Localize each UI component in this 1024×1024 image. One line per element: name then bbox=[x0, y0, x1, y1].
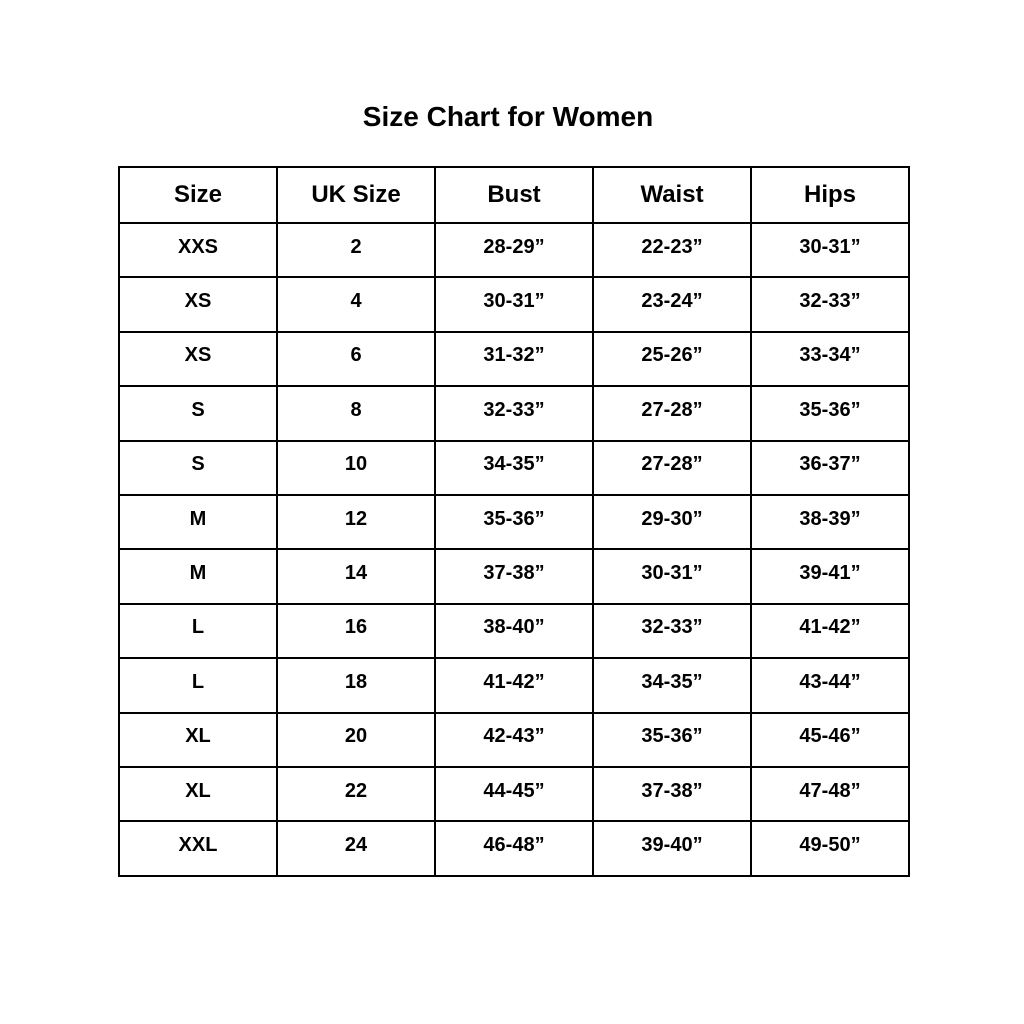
cell-waist: 23-24” bbox=[592, 276, 752, 333]
table-row: M 14 37-38” 30-31” 39-41” bbox=[118, 548, 910, 605]
cell-size: XL bbox=[118, 765, 278, 823]
cell-waist: 37-38” bbox=[592, 765, 752, 823]
table-row: XS 4 30-31” 23-24” 32-33” bbox=[118, 276, 910, 333]
cell-bust: 30-31” bbox=[434, 276, 594, 333]
cell-hips: 39-41” bbox=[750, 548, 910, 605]
size-chart-table: Size UK Size Bust Waist Hips XXS 2 28-29” 22-23… bbox=[118, 166, 910, 877]
cell-uk-size: 16 bbox=[276, 602, 436, 660]
cell-hips: 38-39” bbox=[750, 493, 910, 551]
column-header-uk-size: UK Size bbox=[276, 166, 436, 224]
cell-uk-size: 10 bbox=[276, 439, 436, 496]
table-body: XXS 2 28-29” 22-23” 30-31” XS 4 30-31” 23-24” 32-… bbox=[118, 221, 910, 877]
cell-hips: 49-50” bbox=[750, 820, 910, 877]
cell-uk-size: 24 bbox=[276, 820, 436, 877]
column-header-hips: Hips bbox=[750, 166, 910, 224]
cell-waist: 27-28” bbox=[592, 439, 752, 496]
cell-uk-size: 6 bbox=[276, 330, 436, 388]
cell-hips: 32-33” bbox=[750, 276, 910, 333]
cell-size: L bbox=[118, 602, 278, 660]
cell-uk-size: 14 bbox=[276, 548, 436, 605]
table-header-row: Size UK Size Bust Waist Hips bbox=[118, 166, 910, 224]
cell-size: M bbox=[118, 548, 278, 605]
cell-waist: 29-30” bbox=[592, 493, 752, 551]
cell-waist: 25-26” bbox=[592, 330, 752, 388]
table-row: XXL 24 46-48” 39-40” 49-50” bbox=[118, 820, 910, 877]
column-header-size: Size bbox=[118, 166, 278, 224]
cell-uk-size: 4 bbox=[276, 276, 436, 333]
cell-size: XXL bbox=[118, 820, 278, 877]
cell-waist: 39-40” bbox=[592, 820, 752, 877]
cell-hips: 36-37” bbox=[750, 439, 910, 496]
cell-hips: 33-34” bbox=[750, 330, 910, 388]
cell-bust: 37-38” bbox=[434, 548, 594, 605]
table-row: XXS 2 28-29” 22-23” 30-31” bbox=[118, 221, 910, 279]
cell-size: S bbox=[118, 439, 278, 496]
cell-bust: 38-40” bbox=[434, 602, 594, 660]
cell-waist: 27-28” bbox=[592, 385, 752, 442]
cell-bust: 46-48” bbox=[434, 820, 594, 877]
cell-waist: 30-31” bbox=[592, 548, 752, 605]
cell-size: XL bbox=[118, 711, 278, 768]
cell-waist: 35-36” bbox=[592, 711, 752, 768]
table-row: XL 20 42-43” 35-36” 45-46” bbox=[118, 711, 910, 768]
cell-uk-size: 12 bbox=[276, 493, 436, 551]
cell-uk-size: 2 bbox=[276, 221, 436, 279]
cell-size: XS bbox=[118, 330, 278, 388]
cell-size: L bbox=[118, 657, 278, 714]
cell-uk-size: 20 bbox=[276, 711, 436, 768]
cell-bust: 28-29” bbox=[434, 221, 594, 279]
cell-bust: 44-45” bbox=[434, 765, 594, 823]
cell-waist: 22-23” bbox=[592, 221, 752, 279]
table-row: XL 22 44-45” 37-38” 47-48” bbox=[118, 765, 910, 823]
cell-hips: 41-42” bbox=[750, 602, 910, 660]
cell-hips: 47-48” bbox=[750, 765, 910, 823]
cell-bust: 41-42” bbox=[434, 657, 594, 714]
page-title: Size Chart for Women bbox=[362, 101, 654, 132]
cell-size: S bbox=[118, 385, 278, 442]
cell-hips: 35-36” bbox=[750, 385, 910, 442]
table-row: S 10 34-35” 27-28” 36-37” bbox=[118, 439, 910, 496]
cell-size: XXS bbox=[118, 221, 278, 279]
cell-bust: 35-36” bbox=[434, 493, 594, 551]
column-header-bust: Bust bbox=[434, 166, 594, 224]
cell-uk-size: 18 bbox=[276, 657, 436, 714]
column-header-waist: Waist bbox=[592, 166, 752, 224]
cell-bust: 32-33” bbox=[434, 385, 594, 442]
table-row: XS 6 31-32” 25-26” 33-34” bbox=[118, 330, 910, 388]
cell-hips: 30-31” bbox=[750, 221, 910, 279]
cell-hips: 43-44” bbox=[750, 657, 910, 714]
cell-bust: 31-32” bbox=[434, 330, 594, 388]
table-row: M 12 35-36” 29-30” 38-39” bbox=[118, 493, 910, 551]
cell-waist: 32-33” bbox=[592, 602, 752, 660]
table-row: S 8 32-33” 27-28” 35-36” bbox=[118, 385, 910, 442]
cell-size: XS bbox=[118, 276, 278, 333]
cell-uk-size: 8 bbox=[276, 385, 436, 442]
cell-size: M bbox=[118, 493, 278, 551]
cell-hips: 45-46” bbox=[750, 711, 910, 768]
table-row: L 18 41-42” 34-35” 43-44” bbox=[118, 657, 910, 714]
cell-bust: 34-35” bbox=[434, 439, 594, 496]
cell-bust: 42-43” bbox=[434, 711, 594, 768]
cell-uk-size: 22 bbox=[276, 765, 436, 823]
table-row: L 16 38-40” 32-33” 41-42” bbox=[118, 602, 910, 660]
cell-waist: 34-35” bbox=[592, 657, 752, 714]
